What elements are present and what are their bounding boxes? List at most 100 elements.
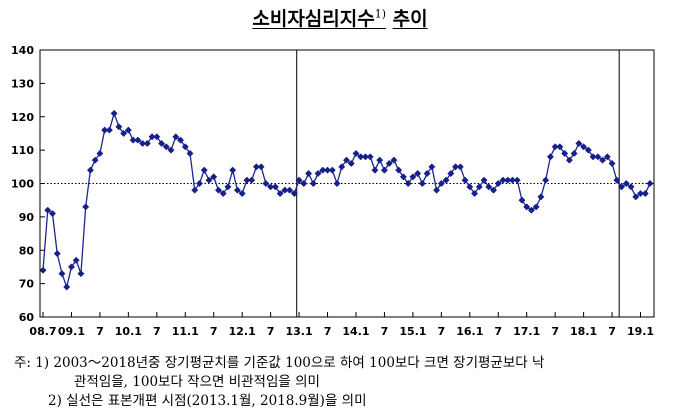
- data-point: [584, 146, 592, 154]
- data-point: [352, 149, 360, 158]
- line-chart: 60 70 80 90 100 110 120 130 140 08.7 09.1 7 10.1 7 11…: [11, 44, 655, 338]
- data-point: [390, 156, 398, 164]
- data-point: [385, 159, 393, 168]
- data-point: [181, 143, 189, 151]
- data-point: [162, 143, 170, 151]
- data-point: [172, 133, 180, 141]
- x-tick-label: 7: [494, 325, 502, 338]
- data-point: [139, 139, 147, 148]
- data-point: [39, 266, 47, 274]
- data-point: [314, 169, 322, 178]
- data-point: [414, 169, 422, 178]
- x-tick-label: 15.1: [399, 325, 426, 338]
- data-point: [380, 166, 388, 174]
- data-point: [494, 179, 502, 188]
- data-point: [599, 156, 607, 164]
- data-point: [338, 163, 346, 171]
- data-point: [195, 179, 204, 188]
- data-point: [423, 169, 431, 178]
- x-tick-label: 08.7: [29, 325, 56, 338]
- data-point: [622, 179, 630, 188]
- data-point: [86, 166, 94, 174]
- data-point: [143, 139, 151, 148]
- x-tick-label: 7: [153, 325, 161, 338]
- data-point: [504, 176, 512, 184]
- data-point: [257, 163, 265, 171]
- chart-title: 소비자심리지수1) 추이: [0, 4, 680, 31]
- data-point: [636, 189, 645, 198]
- x-tick-label: 17.1: [513, 325, 540, 338]
- data-point: [613, 176, 621, 184]
- data-point: [134, 136, 142, 144]
- data-point: [233, 186, 241, 194]
- data-point: [442, 176, 450, 184]
- x-axis: 08.7 09.1 7 10.1 7 11.1 7 12.1 7 13.1 7 14.1 7 15.1 7 1…: [29, 312, 654, 338]
- data-point: [77, 270, 85, 278]
- data-point: [262, 179, 270, 188]
- data-point: [333, 179, 341, 188]
- data-point: [456, 163, 464, 171]
- data-point: [186, 149, 194, 158]
- y-tick-label: 80: [19, 244, 35, 257]
- y-tick-label: 60: [19, 311, 35, 324]
- x-tick-label: 7: [438, 325, 446, 338]
- data-point: [267, 183, 275, 191]
- data-point: [565, 156, 573, 164]
- y-axis: 60 70 80 90 100 110 120 130 140: [11, 44, 45, 324]
- y-tick-label: 130: [11, 77, 34, 90]
- data-point: [124, 126, 132, 134]
- data-point: [290, 189, 298, 198]
- data-point: [120, 129, 128, 137]
- data-point: [433, 186, 441, 194]
- data-point: [489, 186, 498, 194]
- y-tick-label: 120: [11, 111, 34, 124]
- data-point: [328, 166, 336, 174]
- data-point: [63, 283, 71, 291]
- data-point: [205, 176, 213, 184]
- data-point: [508, 176, 517, 184]
- data-point: [452, 163, 460, 171]
- data-point: [323, 166, 332, 174]
- data-point: [115, 123, 123, 131]
- data-point: [295, 176, 303, 184]
- x-tick-label: 09.1: [58, 325, 85, 338]
- data-point: [300, 179, 308, 188]
- data-point: [105, 126, 113, 134]
- data-point: [527, 206, 535, 214]
- data-point: [357, 153, 365, 161]
- y-tick-label: 140: [11, 44, 34, 57]
- data-point: [58, 270, 66, 278]
- x-tick-label: 7: [210, 325, 218, 338]
- title-main: 소비자심리지수: [252, 8, 375, 30]
- data-point: [594, 153, 602, 161]
- data-point: [129, 136, 137, 144]
- x-tick-label: 7: [96, 325, 104, 338]
- x-tick-label: 7: [608, 325, 616, 338]
- data-point: [409, 173, 417, 181]
- data-point: [627, 183, 635, 191]
- data-point: [238, 189, 246, 198]
- data-point: [44, 206, 52, 214]
- data-point: [447, 169, 455, 178]
- title-suffix: 추이: [392, 8, 428, 30]
- data-point: [466, 183, 474, 191]
- x-tick-label: 18.1: [570, 325, 597, 338]
- data-point: [366, 153, 374, 161]
- data-point: [470, 189, 479, 198]
- data-point: [608, 159, 616, 168]
- data-point: [214, 186, 223, 194]
- data-point: [319, 166, 327, 174]
- data-point: [191, 186, 199, 194]
- data-point: [347, 159, 355, 168]
- data-point: [153, 133, 161, 141]
- data-point: [570, 149, 578, 158]
- data-point: [101, 126, 109, 134]
- data-point: [603, 153, 611, 161]
- title-superscript: 1): [374, 7, 387, 21]
- data-point: [428, 163, 436, 171]
- data-point: [224, 183, 232, 191]
- data-point: [219, 189, 227, 198]
- data-point: [252, 163, 260, 171]
- data-point: [361, 153, 370, 161]
- data-point: [305, 169, 313, 178]
